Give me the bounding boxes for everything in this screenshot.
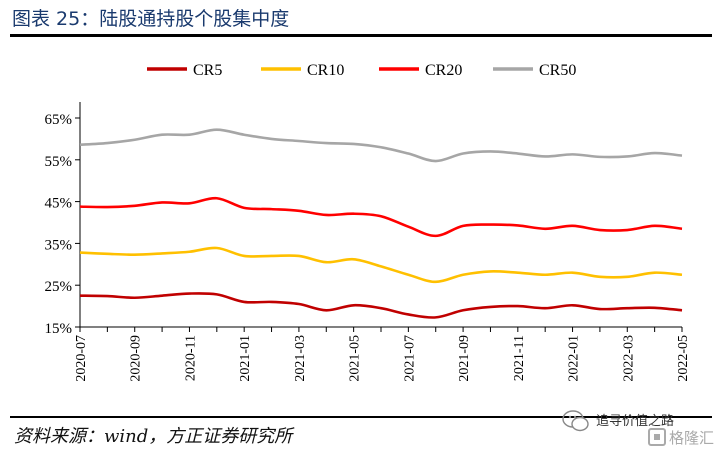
x-tick-label: 2020-07	[74, 335, 89, 382]
x-tick-label: 2022-03	[621, 335, 636, 382]
figure-title: 图表 25：陆股通持股个股集中度	[12, 8, 290, 30]
x-tick-label: 2021-05	[348, 335, 363, 382]
series-line-cr5	[79, 292, 683, 319]
x-tick-label: 2021-11	[512, 335, 527, 381]
gelonghui-logo-icon: 格隆汇	[648, 428, 714, 447]
watermark: 追寻价值之路 格隆汇	[556, 408, 716, 448]
y-tick-label: 25%	[45, 279, 73, 295]
y-tick-label: 45%	[45, 196, 73, 212]
source-note: 资料来源：wind，方正证券研究所	[14, 426, 293, 447]
wechat-icon	[562, 410, 589, 432]
chart-axes: 15% 25% 35% 45% 55% 65% 2020-07 2020-09 2020-11 2…	[45, 102, 691, 382]
y-tick-label: 55%	[45, 154, 73, 170]
x-tick-label: 2022-01	[567, 335, 582, 382]
chart-series-group	[79, 128, 683, 319]
x-tick-label: 2020-11	[183, 335, 198, 381]
y-tick-label: 65%	[45, 112, 73, 128]
series-line-cr50	[79, 128, 683, 163]
x-tick-label: 2021-07	[402, 335, 417, 382]
top-rule	[10, 34, 712, 37]
legend-label-cr10: CR10	[307, 62, 344, 79]
x-tick-label: 2022-05	[676, 335, 691, 382]
x-tick-label: 2021-01	[238, 335, 253, 382]
legend-label-cr5: CR5	[193, 62, 222, 79]
x-tick-label: 2021-09	[457, 335, 472, 382]
x-tick-label: 2021-03	[293, 335, 308, 382]
svg-text:格隆汇: 格隆汇	[669, 429, 714, 447]
legend-label-cr20: CR20	[425, 62, 462, 79]
chart-legend: CR5 CR10 CR20 CR50	[147, 62, 576, 79]
y-tick-label: 15%	[45, 321, 73, 337]
legend-label-cr50: CR50	[539, 62, 576, 79]
series-line-cr20	[79, 196, 683, 238]
y-tick-label: 35%	[45, 237, 73, 253]
series-line-cr10	[79, 246, 683, 284]
x-tick-label: 2020-09	[129, 335, 144, 382]
bottom-rule	[10, 416, 712, 418]
watermark-text: 追寻价值之路	[596, 414, 675, 429]
